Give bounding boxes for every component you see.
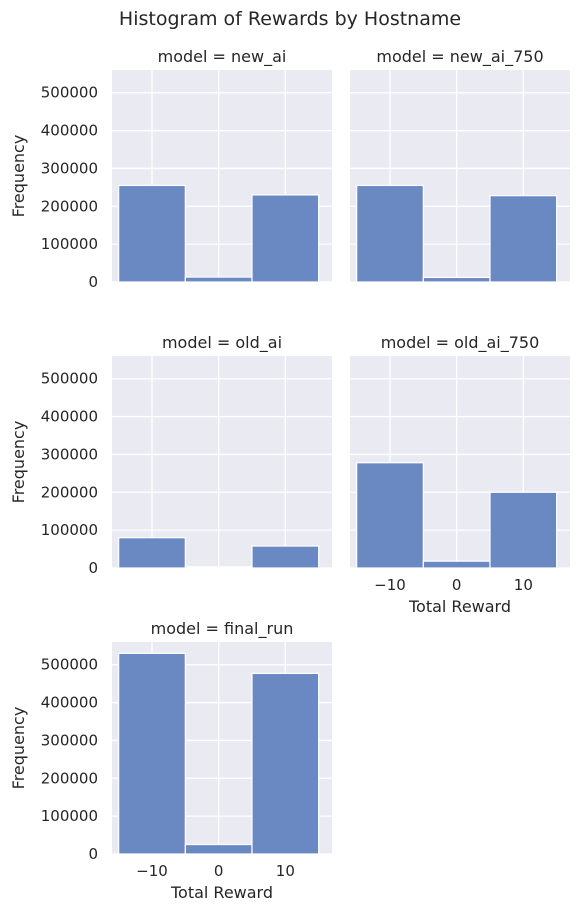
panel-5-ytick-label-3: 300000 — [41, 731, 98, 749]
panel-5-ylabel: Frequency — [9, 707, 28, 790]
panel-2-title: model = new_ai_750 — [376, 47, 543, 67]
panel-4-bar-2 — [422, 560, 491, 569]
panel-5-bar-2 — [184, 843, 253, 855]
panel-5-xtick-label-0: −10 — [136, 862, 168, 880]
panel-3-title: model = old_ai — [162, 333, 282, 353]
panel-3-bar-2 — [184, 566, 253, 569]
panel-1-bar-2 — [184, 276, 253, 283]
panel-5-ytick-label-4: 400000 — [41, 694, 98, 712]
panel-4-bar-1 — [356, 462, 424, 569]
panel-3-ytick-label-4: 400000 — [41, 408, 98, 426]
panel-4-bar-3 — [489, 491, 558, 569]
panel-5: model = final_run 0 100000 200000 300000 4000… — [9, 619, 332, 902]
panel-5-xlabel: Total Reward — [170, 883, 273, 902]
panel-1-ytick-label-2: 200000 — [41, 197, 98, 215]
panel-5-ytick-label-2: 200000 — [41, 769, 98, 787]
panel-5-bar-3 — [251, 672, 320, 855]
panel-1-title: model = new_ai — [158, 47, 287, 67]
panel-5-xtick-label-1: 0 — [214, 862, 224, 880]
panel-5-xtick-label-2: 10 — [276, 862, 295, 880]
panel-3-ylabel: Frequency — [9, 421, 28, 504]
panel-5-ytick-label-5: 500000 — [41, 656, 98, 674]
panel-2-bar-3 — [489, 195, 558, 283]
panel-5-ytick-label-0: 0 — [88, 845, 98, 863]
panel-3-ytick-label-1: 100000 — [41, 521, 98, 539]
panel-3-bar-3 — [251, 545, 320, 569]
panel-1-ytick-label-1: 100000 — [41, 235, 98, 253]
panel-3-ytick-label-5: 500000 — [41, 370, 98, 388]
panel-1-ytick-label-3: 300000 — [41, 159, 98, 177]
panel-3-ytick-label-3: 300000 — [41, 445, 98, 463]
panel-1: model = new_ai 0 100000 200000 300000 400000 5… — [9, 47, 332, 291]
panel-1-ytick-label-0: 0 — [88, 273, 98, 291]
panel-5-bar-1 — [118, 652, 186, 855]
panel-3-ytick-label-0: 0 — [88, 559, 98, 577]
panel-2-bar-2 — [422, 276, 491, 283]
panel-2-bar-1 — [356, 184, 424, 283]
panel-1-ytick-label-5: 500000 — [41, 84, 98, 102]
panel-3-ytick-label-2: 200000 — [41, 483, 98, 501]
panel-3-background — [112, 356, 332, 568]
panel-4-xtick-label-2: 10 — [514, 576, 533, 594]
panel-5-title: model = final_run — [151, 619, 294, 639]
panel-1-bar-3 — [251, 194, 320, 283]
panel-4-xtick-label-1: 0 — [452, 576, 462, 594]
panel-4-xtick-label-0: −10 — [374, 576, 406, 594]
panel-2: model = new_ai_750 — [350, 47, 570, 283]
panel-1-ylabel: Frequency — [9, 135, 28, 218]
panel-4-xlabel: Total Reward — [408, 597, 511, 616]
figure-title: Histogram of Rewards by Hostname — [119, 8, 461, 30]
panel-3: model = old_ai 0 100000 200000 300000 400000 5… — [9, 333, 332, 577]
panel-4-title: model = old_ai_750 — [381, 333, 540, 353]
panel-5-ytick-label-1: 100000 — [41, 807, 98, 825]
panel-1-ytick-label-4: 400000 — [41, 122, 98, 140]
panel-1-bar-1 — [118, 184, 186, 283]
panel-3-bar-1 — [118, 537, 186, 569]
